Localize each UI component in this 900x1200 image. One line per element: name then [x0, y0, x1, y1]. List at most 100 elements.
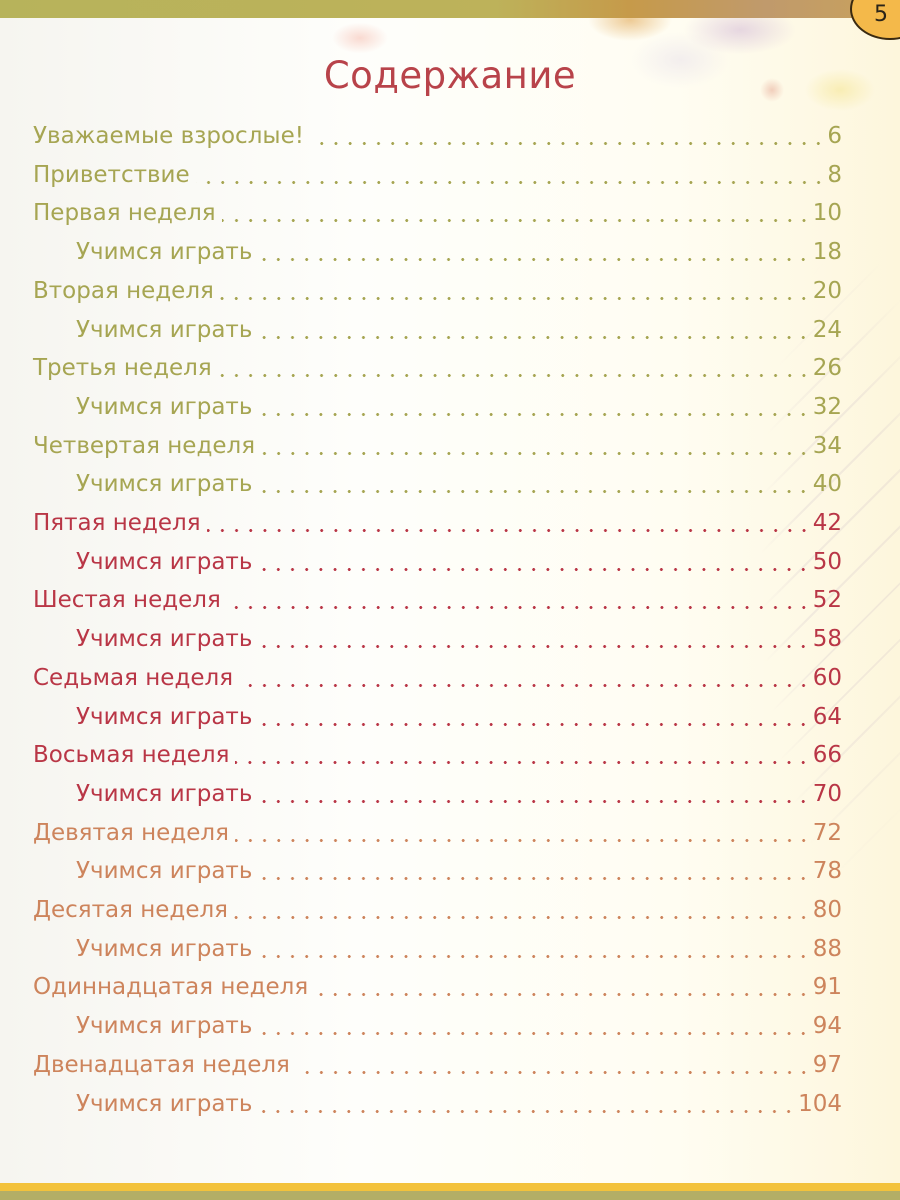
toc-entry-title: Учимся играть	[76, 1090, 253, 1117]
toc-entry[interactable]: Девятая неделя 72	[33, 812, 842, 848]
toc-entry-title: Первая неделя	[33, 200, 216, 227]
toc-entry[interactable]: Двенадцатая неделя 97	[33, 1044, 842, 1080]
dot-leader	[308, 121, 827, 151]
dot-leader	[205, 508, 813, 538]
dot-leader	[256, 469, 812, 499]
toc-entry[interactable]: Учимся играть 24	[76, 309, 842, 345]
dot-leader	[256, 1011, 812, 1041]
toc-entry[interactable]: Шестая неделя 52	[33, 579, 842, 615]
toc-entry-title: Вторая неделя	[33, 277, 214, 304]
dot-leader	[194, 160, 828, 190]
toc-entry-page: 34	[812, 432, 842, 459]
toc-entry-page: 60	[812, 664, 842, 691]
toc-entry[interactable]: Вторая неделя 20	[33, 270, 842, 306]
toc-entry-page: 26	[812, 355, 842, 382]
dot-leader	[232, 895, 813, 925]
top-border-band	[0, 0, 900, 18]
toc-entry-title: Учимся играть	[76, 393, 253, 420]
dot-leader	[256, 856, 812, 886]
toc-entry-title: Учимся играть	[76, 471, 253, 498]
toc-entry[interactable]: Учимся играть 70	[76, 773, 842, 809]
toc-entry-title: Уважаемые взрослые!	[33, 123, 304, 149]
toc-entry[interactable]: Учимся играть 50	[76, 541, 842, 577]
toc-entry-page: 78	[812, 858, 842, 885]
dot-leader	[256, 779, 812, 809]
toc-entry-page: 24	[812, 316, 842, 343]
toc-entry-title: Учимся играть	[76, 780, 253, 807]
dot-leader	[256, 1089, 798, 1119]
dot-leader	[256, 934, 812, 964]
dot-leader	[256, 702, 812, 732]
toc-entry[interactable]: Учимся играть 88	[76, 928, 842, 964]
toc-entry-title: Учимся играть	[76, 316, 253, 343]
toc-entry-title: Пятая неделя	[33, 510, 201, 536]
toc-entry-page: 104	[798, 1090, 842, 1117]
toc-entry-page: 88	[812, 935, 842, 962]
bottom-border-yellow	[0, 1183, 900, 1191]
toc-entry[interactable]: Учимся играть 18	[76, 231, 842, 267]
toc-entry[interactable]: Учимся играть 58	[76, 618, 842, 654]
toc-entry-page: 80	[812, 897, 842, 923]
toc-entry-title: Третья неделя	[33, 355, 212, 382]
toc-entry[interactable]: Учимся играть 104	[76, 1083, 842, 1119]
toc-entry[interactable]: Учимся играть 78	[76, 850, 842, 886]
dot-leader	[237, 663, 813, 693]
toc-entry[interactable]: Учимся играть 40	[76, 463, 842, 499]
toc-entry-page: 50	[812, 548, 842, 575]
toc-entry-page: 64	[812, 703, 842, 730]
toc-entry[interactable]: Уважаемые взрослые! 6	[33, 115, 842, 151]
page-number: 5	[874, 2, 888, 27]
dot-leader	[216, 353, 813, 383]
page-title: Содержание	[323, 54, 577, 97]
frost-branch-decoration	[700, 140, 900, 1040]
leaf-decoration	[250, 18, 450, 78]
toc-entry[interactable]: Приветствие 8	[33, 154, 842, 190]
dot-leader	[233, 740, 812, 770]
toc-entry[interactable]: Седьмая неделя 60	[33, 657, 842, 693]
toc-entry-page: 97	[812, 1051, 842, 1078]
toc-entry-page: 18	[812, 239, 842, 266]
toc-entry-page: 6	[827, 123, 842, 149]
dot-leader	[312, 972, 813, 1002]
toc-entry-title: Учимся играть	[76, 1013, 253, 1040]
toc-entry-title: Седьмая неделя	[33, 664, 234, 691]
toc-entry-title: Учимся играть	[76, 239, 253, 266]
toc-entry-page: 42	[812, 510, 842, 536]
toc-entry[interactable]: Одиннадцатая неделя 91	[33, 966, 842, 1002]
autumn-leaves-decoration	[540, 0, 900, 150]
dot-leader	[256, 547, 812, 577]
toc-entry-title: Десятая неделя	[33, 897, 229, 923]
toc-entry-title: Шестая неделя	[33, 587, 221, 614]
toc-entry-title: Двенадцатая неделя	[33, 1051, 290, 1078]
toc-entry[interactable]: Учимся играть 64	[76, 696, 842, 732]
toc-entry-title: Четвертая неделя	[33, 432, 256, 459]
toc-entry[interactable]: Третья неделя 26	[33, 347, 842, 383]
toc-entry-page: 94	[812, 1013, 842, 1040]
dot-leader	[259, 431, 813, 461]
toc-entry-title: Учимся играть	[76, 626, 253, 653]
toc-entry[interactable]: Первая неделя 10	[33, 192, 842, 228]
toc-entry-title: Учимся играть	[76, 703, 253, 730]
dot-leader	[256, 237, 812, 267]
toc-entry[interactable]: Пятая неделя 42	[33, 502, 842, 538]
dot-leader	[218, 276, 813, 306]
toc-entry-page: 58	[812, 626, 842, 653]
toc-entry-title: Учимся играть	[76, 548, 253, 575]
dot-leader	[220, 198, 813, 228]
toc-entry-title: Девятая неделя	[33, 819, 229, 846]
toc-entry[interactable]: Десятая неделя 80	[33, 889, 842, 925]
toc-entry[interactable]: Восьмая неделя 66	[33, 734, 842, 770]
toc-entry-page: 8	[827, 161, 842, 188]
dot-leader	[256, 624, 812, 654]
toc-entry[interactable]: Четвертая неделя 34	[33, 425, 842, 461]
toc-entry[interactable]: Учимся играть 32	[76, 386, 842, 422]
dot-leader	[256, 392, 812, 422]
dot-leader	[225, 585, 813, 615]
toc-entry-title: Приветствие	[33, 161, 190, 188]
toc-entry-title: Учимся играть	[76, 935, 253, 962]
bottom-border-green	[0, 1191, 900, 1200]
toc-entry-page: 20	[812, 277, 842, 304]
toc-entry[interactable]: Учимся играть 94	[76, 1005, 842, 1041]
dot-leader	[233, 818, 813, 848]
